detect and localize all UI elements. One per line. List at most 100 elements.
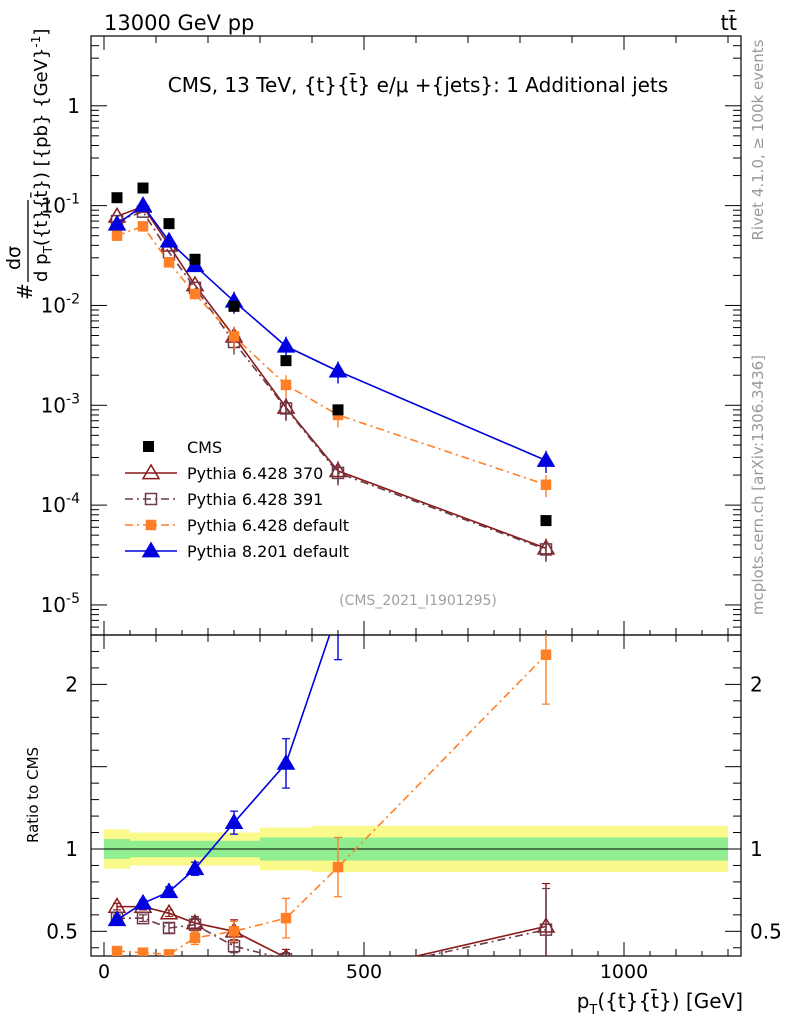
data-point — [228, 300, 240, 312]
ratio-line-2 — [116, 654, 547, 956]
series-point — [163, 257, 175, 268]
series-point — [133, 196, 153, 212]
legend-label: Pythia 6.428 default — [187, 516, 349, 535]
ratio-point — [333, 970, 344, 981]
ratio-point — [279, 953, 293, 956]
x-axis-label: pT({t}{t̄}) [GeV] — [577, 988, 743, 1018]
ratio-point — [162, 921, 176, 935]
data-point — [540, 515, 552, 527]
ratio-point — [107, 910, 127, 927]
series-point — [111, 230, 123, 241]
ratio-point — [224, 813, 244, 830]
ratio-point — [539, 923, 553, 936]
ratio-point — [136, 911, 150, 925]
data-point — [111, 192, 123, 204]
series-point — [189, 288, 201, 300]
legend-marker — [141, 463, 161, 480]
legend-marker — [144, 492, 158, 506]
ratio-series-group — [107, 347, 556, 981]
x-tick-label: 1000 — [600, 961, 648, 983]
series-point — [159, 231, 179, 248]
y-axis-label-dsigma: dσ — [3, 246, 25, 270]
header-right-label: tt̄ — [721, 10, 737, 35]
main-series-group — [107, 182, 556, 562]
ratio-point — [137, 947, 149, 956]
data-point — [280, 355, 292, 367]
ratio-tick-label-right: 1 — [750, 837, 763, 861]
legend-label: Pythia 6.428 370 — [187, 464, 323, 483]
mcplots-label: mcplots.cern.ch [arXiv:1306.3436] — [749, 355, 767, 615]
series-line-0 — [116, 205, 547, 549]
ratio-point — [159, 903, 179, 920]
series-point — [331, 466, 345, 480]
y-tick-label: 10-2 — [41, 291, 80, 317]
analysis-watermark: (CMS_2021_I1901295) — [339, 593, 497, 609]
series-point — [107, 214, 127, 231]
ratio-tick-label-right: 2 — [750, 672, 763, 696]
ratio-point — [133, 893, 153, 910]
series-line-3 — [116, 204, 547, 462]
ratio-point — [540, 649, 552, 661]
data-point — [332, 404, 344, 416]
y-axis-label-text: # — [13, 283, 37, 300]
ratio-tick-label: 1 — [65, 837, 78, 861]
legend-marker-cms — [143, 441, 154, 452]
legend-label-cms: CMS — [187, 438, 222, 457]
x-tick-label: 500 — [346, 961, 382, 983]
legend-marker — [145, 519, 157, 531]
data-point — [189, 253, 201, 265]
y-tick-exponent: -3 — [66, 391, 80, 407]
ratio-point — [185, 859, 205, 876]
ratio-point — [159, 882, 179, 899]
y-tick-label: 10-3 — [41, 391, 80, 417]
ratio-point — [188, 918, 202, 931]
ratio-point — [111, 945, 123, 956]
ratio-point — [538, 347, 554, 361]
ratio-panel-frame — [90, 634, 742, 957]
chart-title: CMS, 13 TeV, {t}{t̄} e/μ +{jets}: 1 Addi… — [168, 72, 668, 97]
series-line-2 — [116, 225, 547, 486]
ratio-tick-label: 0.5 — [46, 919, 78, 943]
ratio-point — [280, 912, 292, 924]
ratio-point — [228, 926, 240, 937]
legend-marker — [141, 541, 161, 558]
legend-label: Pythia 8.201 default — [187, 542, 349, 561]
y-tick-exponent: -2 — [66, 291, 80, 307]
series-point — [540, 479, 552, 490]
ratio-tick-label-right: 0.5 — [750, 919, 782, 943]
y-tick-label: 10-4 — [41, 491, 81, 517]
x-tick-label: 0 — [98, 961, 110, 983]
y-tick-exponent: -1 — [66, 192, 80, 208]
ratio-point — [330, 966, 346, 980]
series-point — [276, 336, 296, 353]
data-point — [163, 218, 175, 230]
series-point — [536, 450, 556, 467]
ratio-line-1 — [117, 917, 547, 956]
ratio-tick-label: 2 — [65, 672, 78, 696]
y-axis-label: # dσ d pT({t}{t̄}) [{pb} {GeV}-1] — [3, 29, 55, 300]
y-axis-label-hash: # — [13, 283, 37, 300]
ratio-line-0 — [117, 905, 547, 956]
series-line-1 — [116, 210, 547, 551]
header-left-label: 13000 GeV pp — [104, 11, 254, 35]
series-point — [280, 379, 292, 391]
y-tick-label: 1 — [67, 94, 80, 118]
y-tick-exponent: -5 — [66, 591, 80, 607]
y-tick-label: 10-5 — [41, 591, 80, 617]
ratio-point — [276, 753, 296, 770]
series-point — [328, 361, 348, 378]
legend: CMS Pythia 6.428 370 Pythia 6.428 391 Pythi… — [125, 438, 349, 561]
y-tick-exponent: -4 — [66, 491, 80, 507]
y-axis-label-denominator: d pT({t}{t̄}) [{pb} {GeV}-1] — [29, 29, 55, 282]
ratio-point — [163, 949, 175, 956]
axis-ticks — [91, 35, 741, 956]
series-point — [539, 543, 553, 556]
series-point — [137, 221, 149, 232]
ratio-axis-label: Ratio to CMS — [24, 747, 42, 843]
ratio-point — [189, 932, 201, 944]
legend-label: Pythia 6.428 391 — [187, 490, 323, 509]
ratio-point — [332, 861, 344, 873]
series-point — [228, 331, 240, 342]
data-point — [137, 182, 149, 194]
